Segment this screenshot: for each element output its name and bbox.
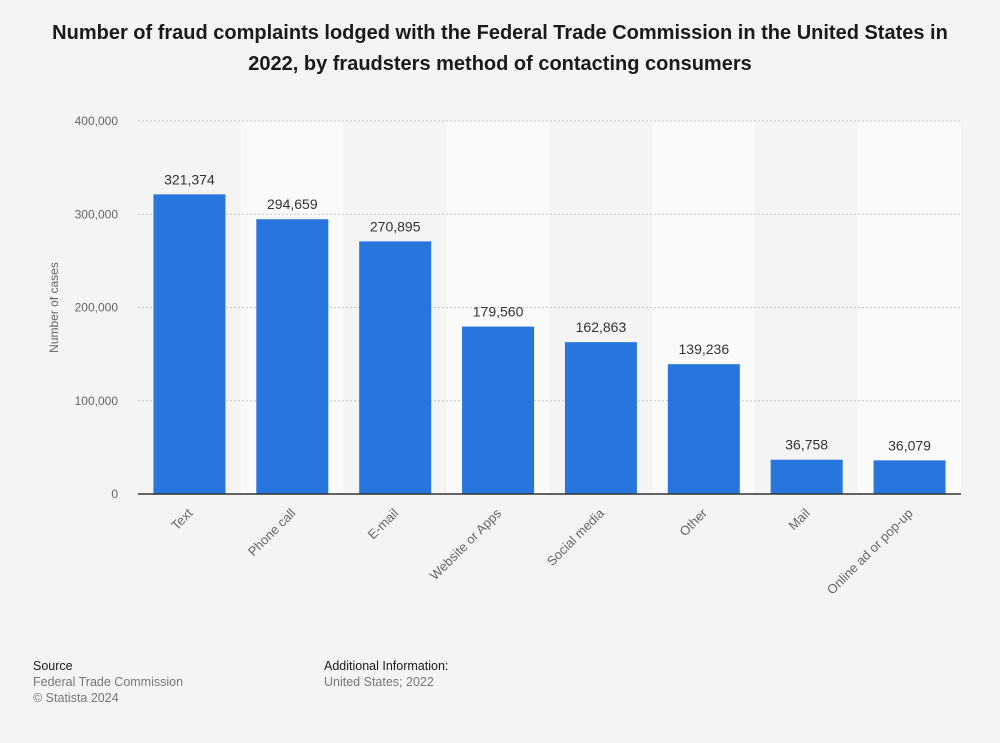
info-heading: Additional Information: xyxy=(324,659,449,673)
bar xyxy=(153,194,226,495)
bar xyxy=(462,326,535,494)
y-tick-label: 100,000 xyxy=(75,394,119,408)
y-tick-label: 200,000 xyxy=(75,301,119,315)
bar-value-label: 36,758 xyxy=(785,437,828,453)
bar-value-label: 139,236 xyxy=(679,341,730,357)
x-tick-label: Phone call xyxy=(245,505,299,559)
bar-value-label: 36,079 xyxy=(888,437,931,453)
source-line: Federal Trade Commission xyxy=(33,675,184,689)
bar-value-label: 270,895 xyxy=(370,218,421,234)
bar-value-label: 179,560 xyxy=(473,304,524,320)
bar-value-label: 162,863 xyxy=(576,319,627,335)
x-tick-label: E-mail xyxy=(365,505,402,542)
bar xyxy=(770,459,843,494)
chart-title: Number of fraud complaints lodged with t… xyxy=(52,22,948,75)
x-tick-label: Other xyxy=(676,505,710,539)
source-block: Source Federal Trade Commission © Statis… xyxy=(33,658,183,706)
bar-value-label: 294,659 xyxy=(267,196,318,212)
x-tick-label: Text xyxy=(168,505,196,533)
x-tick-label: Social media xyxy=(544,505,608,569)
bar xyxy=(359,241,432,494)
bar xyxy=(256,219,329,495)
bar xyxy=(873,460,946,494)
info-line: United States; 2022 xyxy=(324,675,434,689)
y-tick-label: 400,000 xyxy=(75,114,119,128)
additional-info-block: Additional Information: United States; 2… xyxy=(324,658,448,690)
y-axis-title: Number of cases xyxy=(47,262,61,353)
y-tick-label: 0 xyxy=(111,487,118,501)
bar-chart: 0 100,000 200,000 300,000 400,000 Number of c… xyxy=(47,114,961,598)
copyright-line: © Statista 2024 xyxy=(33,691,119,705)
y-tick-label: 300,000 xyxy=(75,207,119,221)
bar xyxy=(667,364,740,494)
bar xyxy=(564,342,637,494)
bar-value-label: 321,374 xyxy=(164,171,215,187)
x-tick-label: Website or Apps xyxy=(427,505,505,583)
x-tick-label: Mail xyxy=(785,505,813,533)
source-heading: Source xyxy=(33,659,73,673)
x-tick-label: Online ad or pop-up xyxy=(824,506,916,598)
